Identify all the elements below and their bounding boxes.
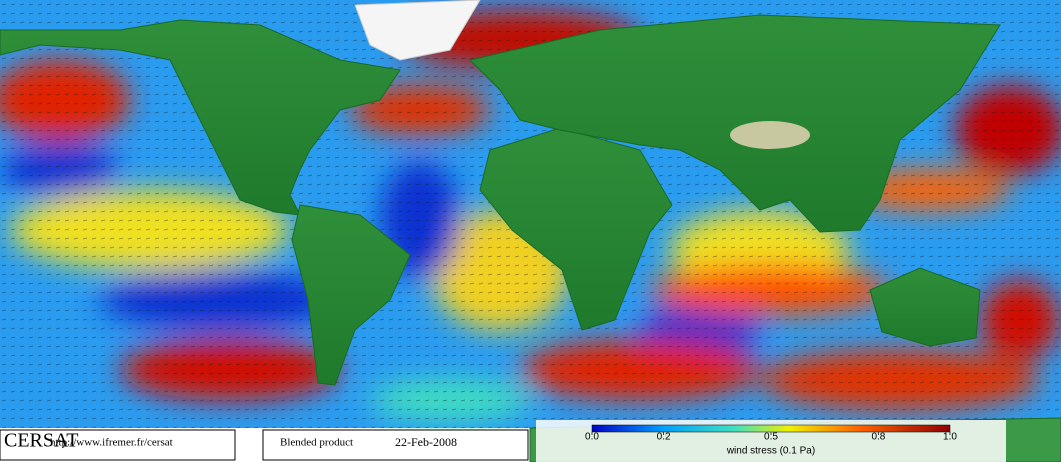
date: 22-Feb-2008 (395, 435, 457, 449)
logo-box (0, 429, 236, 461)
logo: CERSAT (4, 430, 78, 452)
url: http://www.ifremer.fr/cersat (50, 437, 173, 449)
product-box (262, 429, 529, 461)
colorbar-tick-label: 0.0 (585, 432, 599, 443)
colorbar-tick-label: 1.0 (943, 432, 957, 443)
footer: CERSAT http://www.ifremer.fr/cersat Blen… (0, 420, 1006, 462)
colorbar-label: wind stress (0.1 Pa) (726, 446, 815, 457)
colorbar-tick-label: 0.5 (764, 432, 778, 443)
colorbar-tick-label: 0.2 (657, 432, 671, 443)
product: Blended product (280, 437, 353, 449)
colorbar-tick-label: 0.8 (871, 432, 885, 443)
